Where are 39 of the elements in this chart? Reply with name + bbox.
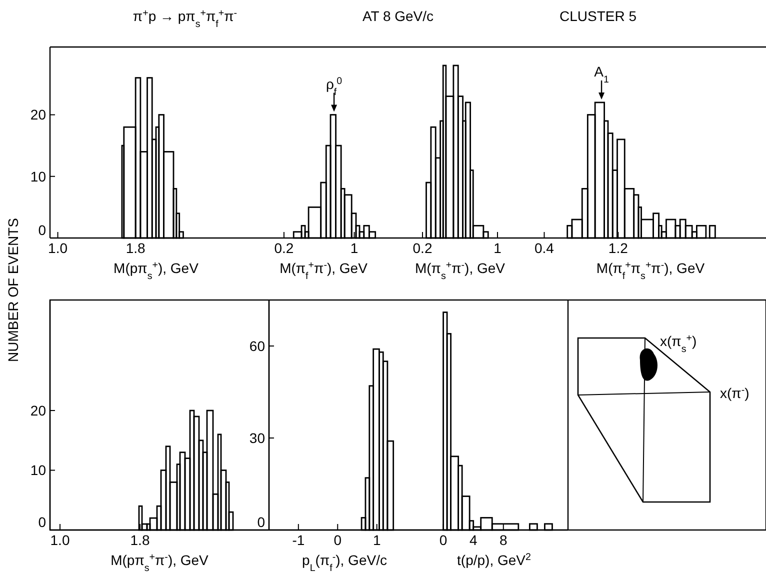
x-tick-label: 0 [439, 532, 448, 548]
x-tick-label: 1.0 [48, 240, 68, 256]
x-axis-title: p$_{L}$(π$_{f}$$^{-}$), GeV/c [302, 552, 387, 574]
x-tick-label: 0.4 [534, 240, 554, 256]
x-tick-label: 8 [499, 532, 508, 548]
annotation: A$_{1}$ [594, 63, 609, 85]
x-tick-label: 0 [334, 532, 342, 548]
x-tick-label: 1 [350, 240, 358, 256]
x-tick-label: 1 [372, 532, 381, 548]
y-tick-label: 20 [30, 402, 46, 418]
chart-title: CLUSTER 5 [559, 8, 637, 24]
x-tick-label: 0.2 [412, 240, 432, 256]
y-axis-title: NUMBER OF EVENTS [5, 218, 21, 362]
y-tick-label: 10 [30, 462, 46, 478]
x-axis-title: t(p/p), GeV$^{2}$ [457, 552, 531, 568]
y-tick-label: 20 [30, 106, 46, 123]
x-axis-title: M(π$_{f}$$^{+}$π$^{-}$), GeV [280, 260, 368, 282]
x-tick-label: 1.2 [608, 240, 628, 256]
text: M(π$_{f}$$^{+}$π$_{s}$$^{+}$π$^{-}$), GeV [596, 260, 705, 282]
x-tick-label: 1.0 [50, 532, 70, 548]
y-tick-label: 0 [38, 514, 46, 530]
text: x(π$^{-}$) [720, 384, 750, 401]
x-tick-label: 0.2 [274, 240, 294, 256]
x-axis-title: M(pπ$_{s}$$^{+}$π$^{-}$), GeV [110, 552, 210, 574]
x-tick-label: 1 [494, 240, 502, 256]
y-tick-label: 0 [38, 222, 46, 238]
y-tick-label: 10 [30, 168, 46, 184]
y-tick-label: 60 [249, 338, 266, 354]
chart-title: π$^{+}$p → pπ$_{s}$$^{+}$π$_{f}$$^{+}$π$^{-}$ [132, 8, 238, 30]
text: x(π$_{s}$$^{+}$) [660, 332, 697, 354]
y-tick-label: 0 [257, 514, 266, 530]
x-tick-label: 1.8 [130, 532, 150, 548]
x-tick-label: 4 [469, 532, 478, 548]
x-axis-title: M(π$_{s}$$^{+}$π$^{-}$), GeV [414, 260, 506, 282]
x-tick-label: 1.8 [126, 240, 146, 256]
chart-title: AT 8 GeV/c [362, 8, 434, 24]
y-tick-label: 30 [249, 430, 266, 446]
x-tick-label: -1 [292, 532, 305, 548]
x-axis-title: M(pπ$_{s}$$^{+}$), GeV [114, 260, 200, 282]
